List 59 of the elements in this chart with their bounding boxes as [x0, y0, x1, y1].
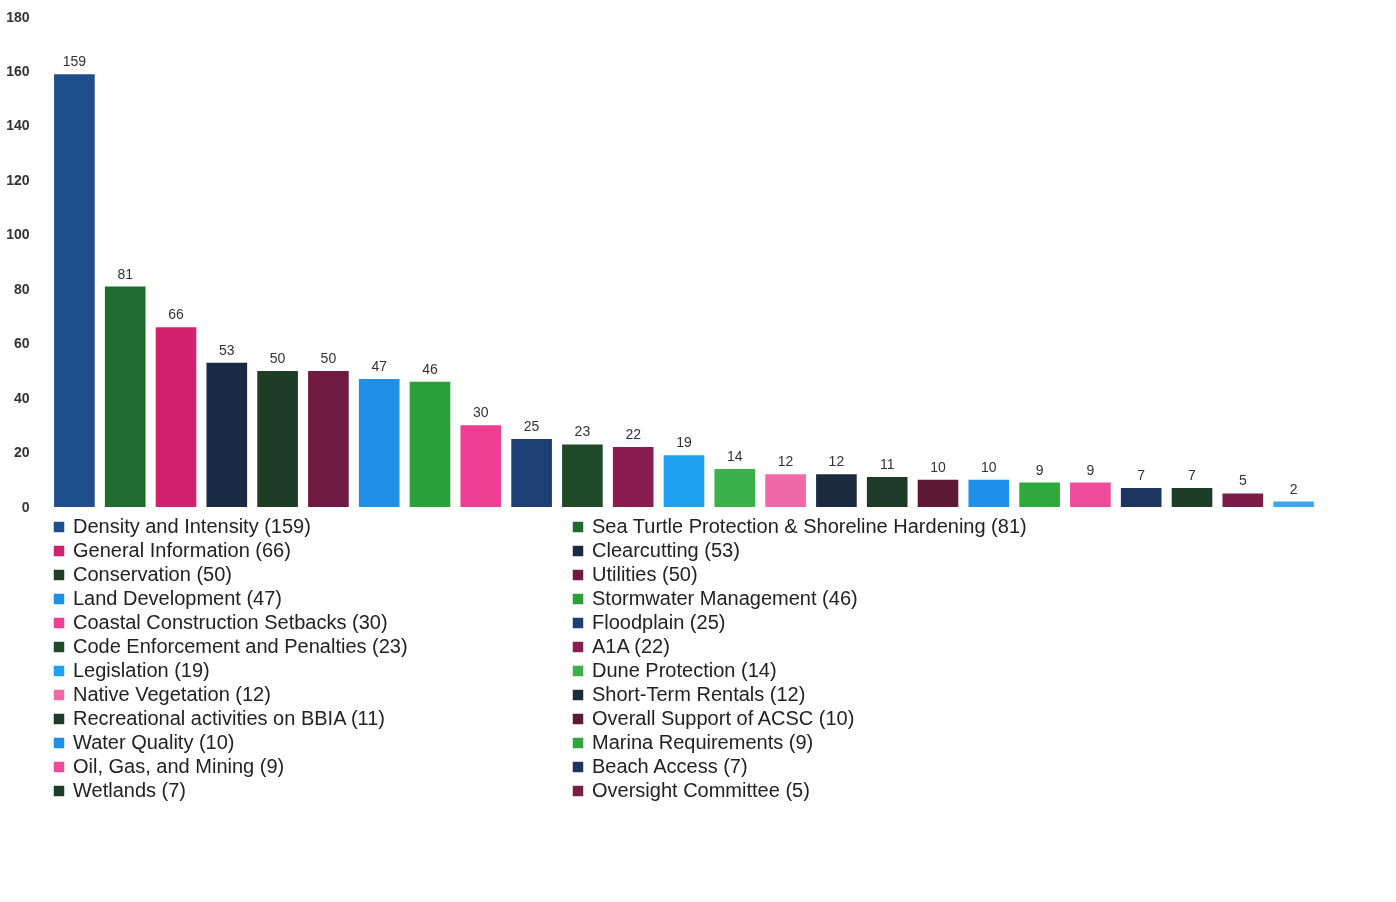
- data-label: 25: [523, 417, 540, 434]
- data-label: 9: [1035, 461, 1044, 478]
- data-label: 30: [473, 404, 489, 421]
- legend-label: A1A (22): [592, 635, 670, 657]
- data-label: 159: [62, 53, 87, 70]
- data-label: 50: [320, 349, 337, 366]
- legend-label: Floodplain (25): [592, 611, 726, 633]
- data-label: 11: [879, 456, 895, 473]
- data-label: 5: [1238, 472, 1247, 489]
- legend-label: Utilities (50): [592, 563, 698, 585]
- y-tick-label: 80: [13, 280, 30, 297]
- y-tick-label: 100: [6, 226, 30, 243]
- data-label: 19: [676, 434, 692, 451]
- data-label: 9: [1086, 461, 1095, 478]
- legend-label: Overall Support of ACSC (10): [592, 707, 855, 729]
- data-label: 12: [828, 453, 845, 470]
- data-label: 46: [422, 360, 438, 377]
- y-tick-label: 180: [6, 8, 30, 25]
- legend-label: Sea Turtle Protection & Shoreline Hardening (81): [592, 515, 1027, 537]
- data-label: 53: [219, 341, 235, 358]
- data-label: 10: [930, 458, 946, 475]
- data-label: 10: [981, 458, 997, 475]
- data-label: 2: [1289, 480, 1298, 497]
- y-tick-label: 0: [21, 498, 30, 515]
- legend-label: Stormwater Management (46): [592, 587, 858, 609]
- legend-label: Marina Requirements (9): [592, 731, 814, 753]
- legend-label: Wetlands (7): [73, 779, 187, 801]
- data-label: 47: [371, 358, 388, 375]
- y-tick-label: 120: [6, 171, 30, 188]
- data-label: 12: [777, 453, 794, 470]
- legend-label: Water Quality (10): [73, 731, 235, 753]
- legend-label: Code Enforcement and Penalties (23): [73, 635, 408, 657]
- legend-label: Short-Term Rentals (12): [592, 683, 806, 705]
- legend-label: Beach Access (7): [592, 755, 748, 777]
- y-tick-label: 60: [13, 335, 30, 352]
- legend-label: Coastal Construction Setbacks (30): [73, 611, 388, 633]
- legend-label: Density and Intensity (159): [73, 515, 311, 537]
- y-tick-label: 160: [6, 62, 30, 79]
- data-label: 50: [269, 349, 286, 366]
- data-label: 7: [1188, 466, 1197, 483]
- data-label: 7: [1137, 466, 1146, 483]
- legend-label: Clearcutting (53): [592, 539, 740, 561]
- legend-label: Conservation (50): [73, 563, 232, 585]
- legend-label: Land Development (47): [73, 587, 283, 609]
- legend-label: Dune Protection (14): [592, 659, 777, 681]
- legend-label: Recreational activities on BBIA (11): [73, 707, 386, 729]
- data-label: 14: [727, 447, 743, 464]
- y-tick-label: 20: [13, 444, 30, 461]
- legend-label: Legislation (19): [73, 659, 210, 681]
- data-label: 66: [168, 306, 184, 323]
- data-label: 23: [574, 423, 591, 440]
- legend-label: Oil, Gas, and Mining (9): [73, 755, 285, 777]
- legend-label: Oversight Committee (5): [592, 779, 810, 801]
- data-label: 81: [117, 265, 134, 282]
- y-tick-label: 140: [6, 117, 30, 134]
- data-label: 22: [625, 426, 642, 443]
- y-tick-label: 40: [13, 389, 30, 406]
- legend-label: Native Vegetation (12): [73, 683, 271, 705]
- legend-label: General Information (66): [73, 539, 291, 561]
